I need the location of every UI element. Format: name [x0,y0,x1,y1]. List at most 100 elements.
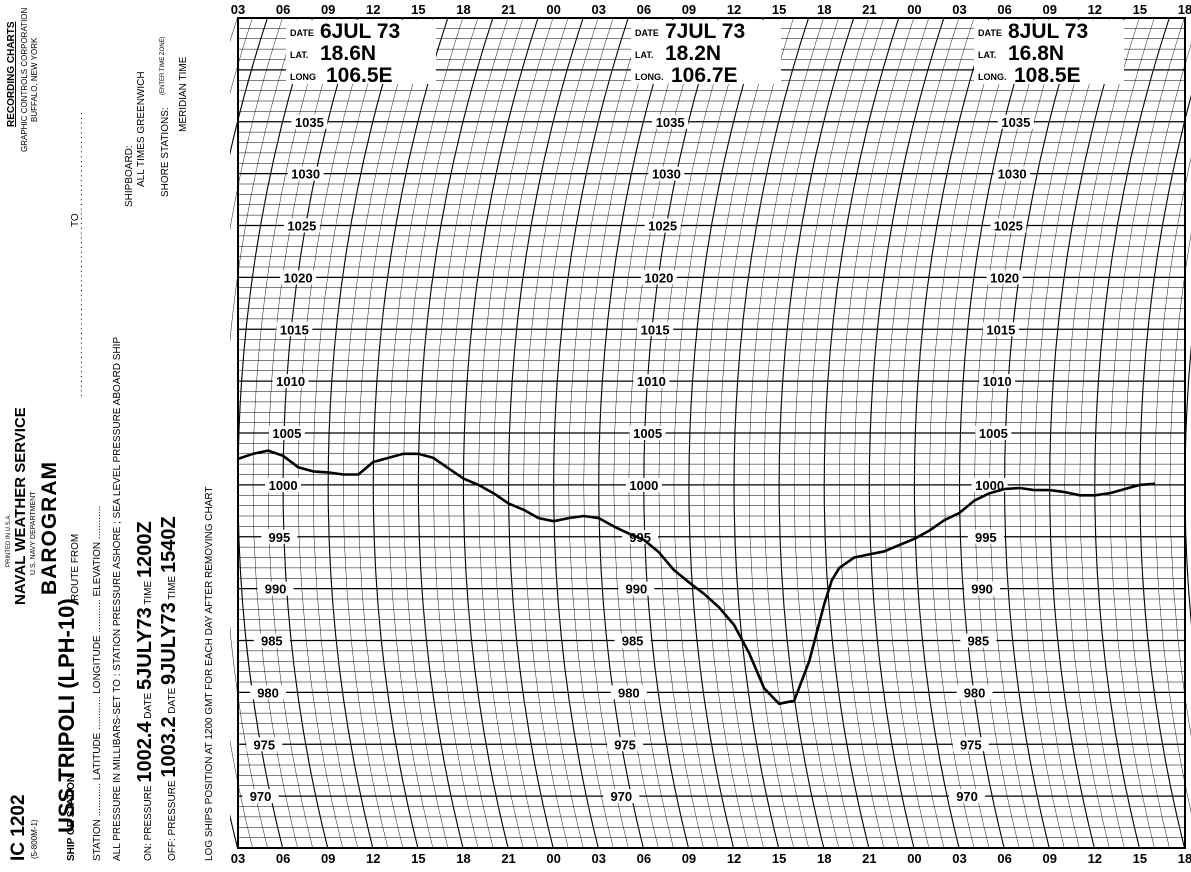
pressure-tick-label: 985 [622,634,644,649]
off-time-label: TIME [167,575,178,600]
pressure-label-bg [986,270,1023,285]
time-tick-label: 09 [1042,2,1056,17]
day-box-label: LONG. [978,72,1007,82]
pressure-label-bg [994,166,1031,181]
route-from-label: ROUTE FROM [70,533,81,601]
time-arc [839,17,914,849]
shore-stations-label: SHORE STATIONS: [160,107,171,197]
time-tick-label: 09 [321,851,335,866]
time-arc [433,17,509,849]
time-arc [929,17,1005,849]
pressure-label-bg [618,581,655,596]
pressure-tick-label: 1035 [656,115,685,130]
time-arc [1184,345,1191,625]
on-date-label: DATE [143,692,154,719]
day-box-value: 6JUL 73 [320,20,400,43]
time-arc [808,17,884,849]
route-dots: ........................................… [74,110,85,397]
pressure-tick-label: 980 [964,685,986,700]
pressure-tick-label: 970 [250,789,272,804]
time-tick-label: 12 [1088,2,1102,17]
pressure-tick-label: 1025 [287,219,316,234]
pressure-tick-label: 1025 [648,219,677,234]
pressure-label-bg [261,529,298,544]
time-tick-label: 21 [862,2,876,17]
time-arc [1154,157,1191,813]
on-pressure-value: 1002.4 [134,721,156,783]
day-position-boxes: DATE 6JUL 73 LAT. 18.6N LONG 106.5E DATE 7JUL 7… [286,20,1124,87]
time-arc [718,17,794,849]
chart-series [237,449,1155,706]
time-arc [884,17,960,849]
day-box-label: LONG. [635,72,664,82]
on-label: ON: PRESSURE [143,785,154,861]
off-date-label: DATE [167,687,178,714]
pressure-tick-label: 1035 [295,115,324,130]
off-pressure-value: 1003.2 [158,716,180,778]
pressure-tick-label: 970 [610,789,632,804]
time-arc [252,17,328,849]
time-arc [944,17,1020,849]
pressure-tick-label: 1005 [272,426,301,441]
time-arc [748,17,824,849]
time-tick-label: 21 [862,851,876,866]
form-code: IC 1202 [8,794,29,861]
time-tick-label: 15 [411,851,425,866]
time-arc [358,17,433,849]
pressure-tick-label: 975 [253,737,275,752]
time-tick-label: 12 [1088,851,1102,866]
time-arc [508,17,584,849]
time-tick-label: 21 [501,851,515,866]
time-arc [237,17,314,849]
pressure-tick-label: 975 [614,737,636,752]
time-tick-label: 06 [637,2,651,17]
time-tick-label: 09 [1042,851,1056,866]
time-arc [673,17,749,849]
pressure-label-bg [265,477,302,492]
time-tick-label: 18 [817,2,831,17]
time-tick-label: 00 [907,2,921,17]
pressure-label-bg [949,789,986,804]
time-arc [778,17,855,849]
time-arc [1169,233,1191,737]
day-box: DATE 6JUL 73 LAT. 18.6N LONG 106.5E [286,20,436,87]
day-box-bg [631,20,781,84]
pressure-label-bg [644,218,681,233]
pressure-label-bg [250,685,287,700]
time-arc [162,17,238,849]
pressure-label-bg [242,789,279,804]
day-box-label: DATE [290,28,314,38]
time-tick-label: 15 [772,2,786,17]
pressure-label-bg [971,477,1008,492]
time-tick-label: 18 [817,851,831,866]
time-arc [703,17,779,849]
time-arc [763,17,839,849]
time-tick-label: 09 [682,2,696,17]
chart-ticks: 1040104010401035103510351030103010301025… [231,2,1191,866]
time-tick-label: 18 [456,2,470,17]
pressure-tick-label: 1020 [284,270,313,285]
form-code-sub: (5-800M-1) [30,819,39,859]
time-tick-label: 12 [366,2,380,17]
pressure-label-bg [629,426,666,440]
pressure-label-bg [614,633,651,648]
time-tick-label: 06 [276,851,290,866]
on-pressure-row: ON: PRESSURE 1002.4 DATE 5JULY73 TIME 12… [134,521,157,861]
pressure-tick-label: 975 [960,737,982,752]
time-arc [793,17,869,849]
pressure-tick-label: 990 [265,582,287,597]
pressure-tick-label: 1030 [998,167,1027,182]
pressure-tick-label: 1015 [280,322,309,337]
time-tick-label: 03 [592,851,606,866]
pressure-label-bg [990,218,1027,233]
pressure-label-bg [283,218,320,233]
time-tick-label: 03 [952,2,966,17]
time-tick-label: 03 [952,851,966,866]
pressure-tick-label: 970 [956,789,978,804]
day-box-label: DATE [978,28,1002,38]
pressure-tick-label: 1010 [276,374,305,389]
pressure-tick-label: 980 [618,685,640,700]
pressure-tick-label: 985 [261,634,283,649]
day-box-value: 106.5E [326,64,393,87]
time-arc [403,17,479,849]
